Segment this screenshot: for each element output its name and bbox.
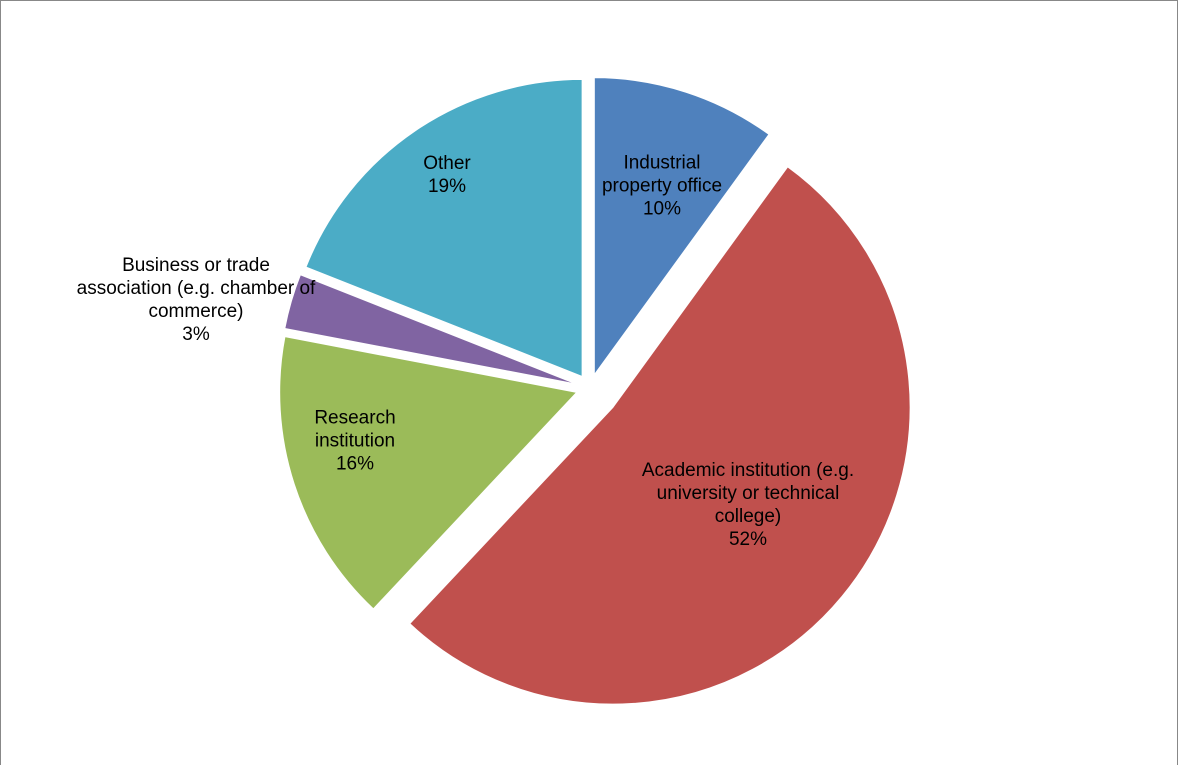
pie-slice — [593, 77, 770, 377]
pie-slice — [409, 166, 911, 705]
slice-value: 16% — [335, 453, 375, 475]
slice-label: Business or trade association (e.g. cham… — [76, 254, 316, 346]
slice-category: Research institution — [314, 407, 396, 452]
slice-value: 10% — [642, 198, 682, 220]
pie-slice — [284, 274, 577, 385]
slice-category: Other — [423, 153, 471, 174]
slice-category: Industrial property office — [601, 152, 723, 197]
pie-slice — [305, 78, 583, 378]
slice-value: 3% — [182, 324, 210, 345]
pie-slice — [279, 336, 578, 610]
slice-category: Academic institution (e.g. university or… — [641, 460, 855, 527]
slice-label: Industrial property office 10% — [597, 152, 727, 221]
slice-label: Research institution 16% — [285, 407, 425, 476]
slice-value: 19% — [427, 176, 467, 197]
slice-value: 52% — [728, 529, 768, 550]
slice-label: Other 19% — [387, 152, 507, 198]
slice-label: Academic institution (e.g. university or… — [628, 459, 868, 551]
slice-category: Business or trade association (e.g. cham… — [76, 255, 316, 322]
